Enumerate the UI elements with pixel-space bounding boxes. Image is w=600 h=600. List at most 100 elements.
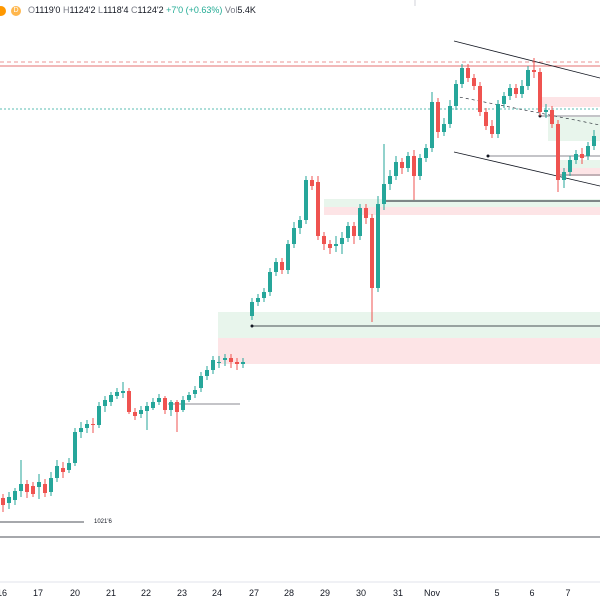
- high-key: H: [62, 5, 70, 15]
- candle-body: [352, 226, 356, 236]
- candle-body: [448, 106, 452, 124]
- candle-body: [508, 88, 512, 96]
- candle-body: [412, 156, 416, 176]
- candle-body: [298, 220, 302, 228]
- candle-body: [91, 424, 95, 425]
- candle-body: [484, 112, 488, 126]
- candle-body: [181, 400, 185, 410]
- price-zone: [540, 97, 600, 107]
- candle-body: [31, 486, 35, 494]
- candle-body: [61, 468, 65, 472]
- candle-body: [187, 395, 191, 400]
- candle-body: [13, 491, 17, 500]
- candle-body: [256, 298, 260, 302]
- candle-body: [163, 398, 167, 410]
- candle-body: [292, 228, 296, 244]
- candle-body: [406, 156, 410, 168]
- candle-body: [229, 358, 233, 362]
- volume-value: 5.4K: [237, 5, 256, 15]
- candle-body: [592, 136, 596, 146]
- candle-body: [175, 402, 179, 412]
- candle-body: [382, 184, 386, 204]
- candle-body: [466, 68, 470, 78]
- close-key: C: [131, 5, 138, 15]
- candle-body: [223, 358, 227, 360]
- timeframe-badge[interactable]: D: [11, 6, 21, 16]
- candle-body: [121, 391, 125, 393]
- candle-body: [157, 398, 161, 402]
- candle-body: [151, 402, 155, 408]
- price-zone: [560, 168, 600, 176]
- x-axis-tick-label: 17: [33, 588, 43, 598]
- candle-body: [574, 154, 578, 160]
- x-axis-tick-label: 16: [0, 588, 7, 598]
- candle-body: [370, 218, 374, 288]
- candle-body: [280, 262, 284, 270]
- candle-body: [328, 244, 332, 248]
- candle-body: [115, 392, 119, 396]
- candle-body: [217, 362, 221, 363]
- x-axis-tick-label: 6: [529, 588, 534, 598]
- candle-body: [532, 70, 536, 72]
- candle-body: [310, 180, 314, 186]
- candle-body: [109, 395, 113, 402]
- candle-body: [550, 110, 554, 124]
- candle-body: [199, 376, 203, 388]
- candle-body: [460, 68, 464, 84]
- candle-body: [364, 208, 368, 218]
- level-annotation-label: 1021'6: [94, 519, 112, 525]
- candle-body: [586, 146, 590, 156]
- candle-body: [37, 482, 41, 487]
- candle-body: [304, 180, 308, 220]
- candle-body: [568, 160, 572, 172]
- candle-body: [526, 70, 530, 86]
- price-zone: [218, 338, 600, 364]
- trend-line: [453, 40, 600, 79]
- candle-body: [286, 244, 290, 270]
- x-axis-tick-label: 23: [177, 588, 187, 598]
- candle-body: [562, 172, 566, 180]
- candle-body: [340, 238, 344, 244]
- high-value: 1124'2: [69, 5, 96, 15]
- candle-body: [235, 362, 239, 364]
- candle-body: [268, 272, 272, 292]
- candle-body: [97, 406, 101, 425]
- price-zone: [324, 199, 600, 207]
- candle-body: [388, 176, 392, 184]
- x-axis-tick-label: 29: [320, 588, 330, 598]
- open-key: O: [28, 5, 36, 15]
- candle-body: [49, 478, 53, 492]
- candle-body: [73, 432, 77, 463]
- candle-body: [205, 370, 209, 376]
- candle-body: [346, 226, 350, 238]
- x-axis: 16 17 20 21 22 23 24 27 28 29 30 31 Nov 5 6 7: [0, 581, 600, 598]
- candle-body: [1, 498, 5, 505]
- x-axis-tick-label: 27: [249, 588, 259, 598]
- candle-body: [430, 102, 434, 148]
- candle-body: [262, 292, 266, 298]
- candle-body: [514, 88, 518, 94]
- candle-body: [19, 484, 23, 491]
- candle-body: [472, 78, 476, 86]
- candle-body: [55, 466, 59, 478]
- x-axis-tick-label: 28: [284, 588, 294, 598]
- candle-body: [478, 86, 482, 112]
- price-zone: [548, 129, 600, 141]
- candle-body: [580, 154, 584, 158]
- candle-body: [274, 262, 278, 272]
- price-zone: [548, 117, 600, 129]
- trend-line: [453, 151, 600, 187]
- candle-body: [394, 162, 398, 176]
- volume-key: Vol: [224, 5, 238, 15]
- candle-body: [169, 402, 173, 410]
- candle-body: [538, 72, 542, 112]
- legend-bar: D O1119'0 H1124'2 L1118'4 C1124'2 +7'0 (…: [0, 0, 600, 22]
- candle-body: [334, 244, 338, 246]
- candle-body: [7, 497, 11, 503]
- anchor-point: [250, 324, 254, 328]
- candle-body: [490, 126, 494, 134]
- candle-body: [139, 410, 143, 414]
- candle-body: [145, 406, 149, 411]
- candle-body: [193, 390, 197, 394]
